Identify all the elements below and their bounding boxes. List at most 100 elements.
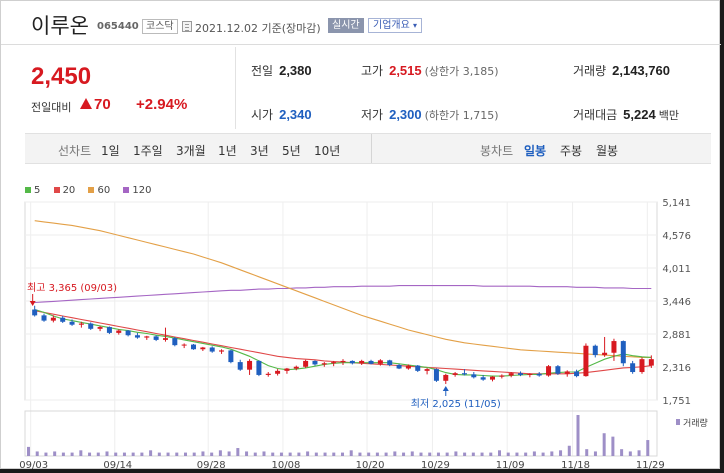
- volume-bar: [245, 451, 249, 456]
- volume-bar: [541, 452, 545, 456]
- volume-bar: [157, 452, 161, 456]
- volume-bar: [323, 452, 327, 456]
- volume-bar: [306, 451, 310, 456]
- price-tick-label: 3,446: [662, 297, 691, 308]
- open-label: 시가: [251, 108, 274, 122]
- candle-body: [546, 366, 552, 376]
- price-tick-label: 1,751: [662, 396, 691, 407]
- high-annotation: 최고 3,365 (09/03): [27, 282, 117, 294]
- volume-bar: [332, 452, 336, 456]
- low-label: 저가: [361, 108, 384, 122]
- volume-bar: [96, 452, 100, 456]
- candle-body: [209, 347, 215, 352]
- tab-daily[interactable]: 일봉: [524, 144, 547, 158]
- legend-ma5: 5: [25, 185, 40, 196]
- volume-bar: [428, 452, 432, 456]
- volume-bar: [576, 415, 580, 456]
- date-tick-label: 11/29: [636, 460, 665, 470]
- candle-body: [489, 376, 495, 380]
- candle-body: [275, 370, 281, 374]
- company-overview-button[interactable]: 기업개요 ▾: [368, 18, 423, 33]
- candle-chart-label: 봉차트: [480, 144, 514, 158]
- volume-bar: [515, 452, 519, 456]
- candle-body: [237, 362, 243, 370]
- tab-10years[interactable]: 10년: [314, 144, 341, 158]
- divider: [235, 47, 236, 129]
- volume-bar: [314, 452, 318, 456]
- volume-bar: [480, 452, 484, 456]
- trade-value-label: 거래대금: [573, 108, 618, 122]
- candle-body: [321, 363, 327, 365]
- volume-bar: [105, 451, 109, 456]
- trade-value: 5,224: [623, 107, 656, 122]
- candle-body: [443, 374, 449, 381]
- volume-bar: [498, 450, 501, 456]
- candle-body: [630, 363, 636, 373]
- volume-bar: [218, 450, 222, 456]
- chart-tab-bar: 선차트 1일 1주일 3개월 1년 3년 5년 10년 봉차트 일봉 주봉 월봉: [25, 133, 711, 164]
- low-value: 2,300: [389, 107, 422, 122]
- tab-3months[interactable]: 3개월: [176, 144, 206, 158]
- change-value: 70: [94, 96, 111, 113]
- legend-swatch: [25, 187, 31, 193]
- candle-body: [303, 360, 309, 367]
- candle-body: [312, 360, 318, 365]
- tab-3years[interactable]: 3년: [250, 144, 269, 158]
- date-tick-label: 10/20: [356, 460, 385, 470]
- company-overview-label: 기업개요: [373, 20, 410, 31]
- prev-close-value: 2,380: [279, 63, 312, 78]
- low-annotation: 최저 2,025 (11/05): [411, 398, 501, 410]
- ma60-line: [34, 220, 652, 358]
- volume-bar: [53, 451, 57, 456]
- tab-monthly[interactable]: 월봉: [596, 144, 619, 158]
- volume-bar: [70, 452, 74, 456]
- volume-bar: [262, 451, 266, 456]
- candle-body: [32, 309, 38, 316]
- volume-bar: [201, 451, 205, 456]
- candle-body: [125, 330, 131, 336]
- tab-1week[interactable]: 1주일: [133, 144, 163, 158]
- date-tick-label: 09/14: [103, 460, 132, 470]
- candle-body: [518, 373, 524, 375]
- volume-bar: [184, 452, 187, 456]
- candle-body: [60, 317, 66, 322]
- volume-bar: [114, 452, 118, 456]
- candle-body: [247, 360, 253, 370]
- candle-body: [88, 323, 94, 329]
- volume-bar: [445, 452, 449, 456]
- volume-value: 2,143,760: [612, 63, 670, 78]
- candle-body: [293, 366, 299, 369]
- volume-bar: [288, 452, 292, 456]
- stat-prev-close: 전일 2,380: [251, 62, 312, 79]
- volume-legend-label: 거래량: [683, 417, 708, 429]
- stock-code: 065440: [97, 21, 139, 32]
- candle-body: [116, 330, 122, 333]
- high-arrow-head: [29, 301, 36, 306]
- trade-value-unit: 백만: [658, 109, 679, 122]
- candle-body: [415, 365, 421, 371]
- volume-bar: [271, 452, 275, 456]
- candle-body: [574, 371, 580, 377]
- volume-bar: [27, 446, 30, 456]
- low-arrow-head: [442, 385, 449, 391]
- candle-body: [611, 341, 617, 353]
- candle-body: [41, 315, 47, 321]
- tab-weekly[interactable]: 주봉: [560, 144, 583, 158]
- realtime-button[interactable]: 실시간: [328, 18, 364, 33]
- tab-1year[interactable]: 1년: [218, 144, 237, 158]
- stock-name: 이루온: [31, 14, 89, 38]
- candle-body: [387, 360, 393, 366]
- legend-ma60: 60: [88, 185, 110, 196]
- volume-bar: [506, 452, 510, 456]
- date-tick-label: 10/29: [421, 460, 450, 470]
- legend-ma120: 120: [123, 185, 152, 196]
- volume-bar: [393, 451, 397, 456]
- legend-label: 60: [97, 185, 111, 196]
- tab-1day[interactable]: 1일: [101, 144, 120, 158]
- volume-bar: [410, 451, 414, 456]
- candle-body: [191, 344, 197, 350]
- volume-bar: [149, 450, 153, 456]
- volume-bar: [192, 452, 196, 456]
- tab-5years[interactable]: 5년: [282, 144, 301, 158]
- volume-bar: [140, 452, 144, 456]
